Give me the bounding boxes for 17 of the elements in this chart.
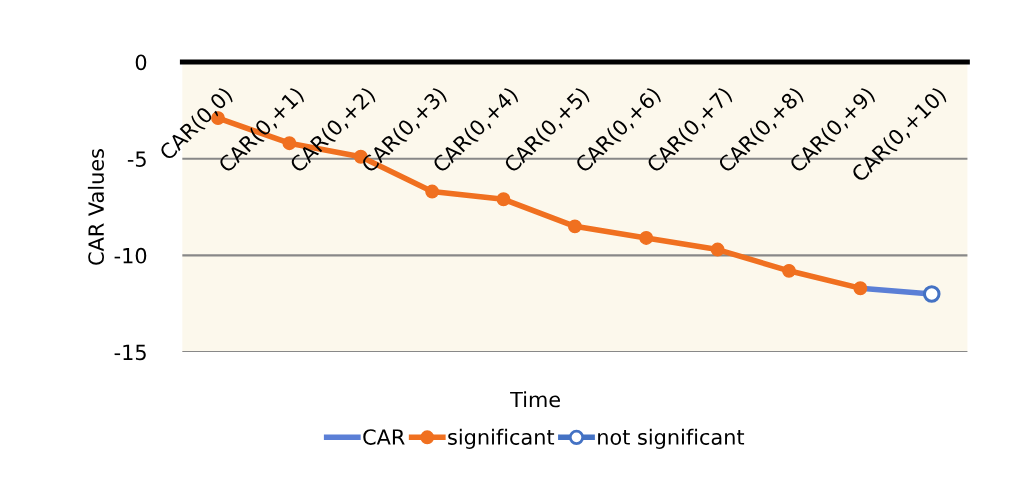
point — [567, 219, 582, 234]
legend-label: significant — [448, 428, 555, 449]
point — [639, 231, 654, 245]
y-tick-label: -5 — [127, 151, 146, 167]
y-tick-label: 0 — [135, 54, 147, 71]
point — [782, 263, 796, 278]
y-tick-label: -15 — [114, 344, 146, 361]
y-axis-title: CAR Values — [87, 149, 104, 265]
point — [853, 281, 868, 296]
legend-label: CAR — [363, 429, 405, 445]
x-axis-title: Time — [510, 391, 560, 408]
y-tick-label: -10 — [114, 247, 147, 264]
point — [496, 192, 511, 207]
point — [710, 242, 725, 257]
point — [922, 285, 941, 303]
point — [425, 184, 440, 199]
legend-label: not significant — [598, 428, 745, 449]
